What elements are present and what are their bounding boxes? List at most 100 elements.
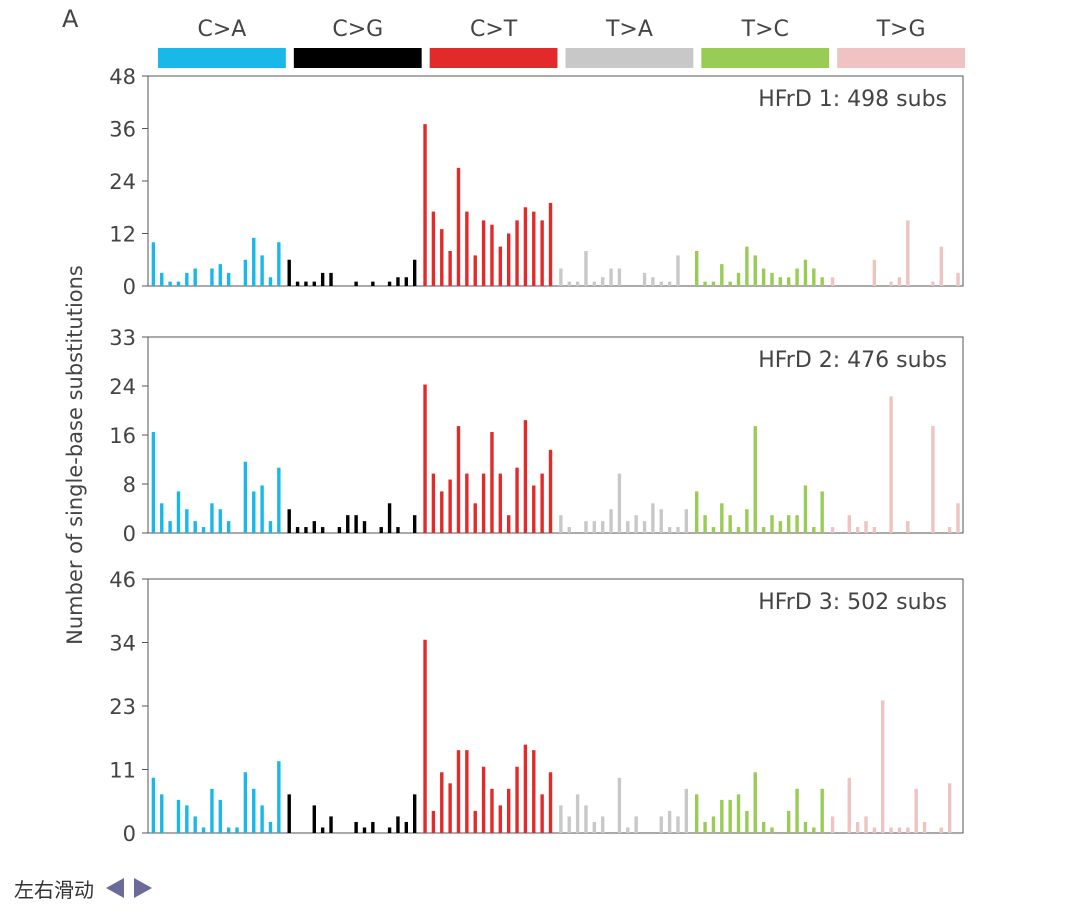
panel-2-bar-T>C-14 xyxy=(803,485,808,533)
panel-3-bar-T>A-2 xyxy=(567,816,571,833)
panel-2-bar-T>A-11 xyxy=(642,521,647,533)
panel-1-bar-T>A-2 xyxy=(567,281,571,287)
panel-2-bar-C>A-1 xyxy=(151,432,156,533)
panel-2-bar-T>G-4 xyxy=(855,527,860,533)
panel-1-bar-C>A-12 xyxy=(243,259,248,286)
panel-3-bar-C>T-9 xyxy=(490,788,494,833)
panel-2-bar-T>C-8 xyxy=(753,426,757,533)
panel-2-bar-T>C-7 xyxy=(745,509,749,533)
panel-3-bar-C>G-16 xyxy=(412,794,417,833)
panel-3-bar-C>A-13 xyxy=(252,788,256,833)
panel-3-bar-T>C-7 xyxy=(745,810,749,833)
panel-2-bar-C>A-10 xyxy=(226,521,231,533)
panel-2-bar-T>A-2 xyxy=(567,527,571,533)
category-band-4 xyxy=(565,48,694,68)
panel-1-ytick-label-3: 36 xyxy=(109,118,136,142)
panel-1-bar-C>A-16 xyxy=(277,242,281,286)
panel-1-bar-T>G-16 xyxy=(956,272,960,287)
panel-2-bar-C>T-12 xyxy=(515,467,519,533)
panel-3-bar-C>G-15 xyxy=(404,821,409,833)
panel-3-bar-C>T-8 xyxy=(481,766,486,833)
category-band-1 xyxy=(158,48,286,68)
panel-2-bar-T>G-15 xyxy=(947,527,952,533)
panel-3-bar-C>G-5 xyxy=(320,827,325,833)
panel-1-bar-T>C-13 xyxy=(795,268,799,286)
panel-3-ytick-label-1: 11 xyxy=(109,759,136,783)
panel-1-bar-C>G-4 xyxy=(312,281,316,287)
panel-1-bar-C>G-6 xyxy=(329,272,333,287)
panel-2-bar-T>C-4 xyxy=(720,503,724,533)
panel-1-bar-T>G-10 xyxy=(906,220,910,287)
panel-3-bar-C>T-5 xyxy=(456,750,461,833)
panel-3-bar-C>A-1 xyxy=(151,777,156,833)
panel-1-bar-C>T-15 xyxy=(540,220,544,287)
panel-1-bar-T>C-7 xyxy=(745,246,749,287)
panel-2-bar-C>T-15 xyxy=(540,473,544,533)
panel-1-bar-T>G-8 xyxy=(889,281,893,287)
panel-3-bar-T>C-8 xyxy=(753,772,757,833)
category-band-2 xyxy=(293,48,422,68)
panel-1-bar-C>A-3 xyxy=(168,281,172,287)
panel-2-ytick-label-3: 24 xyxy=(109,375,136,399)
y-axis-label: Number of single-base substitutions xyxy=(63,265,87,645)
panel-1-bar-C>G-13 xyxy=(387,281,392,287)
panel-1-bar-C>T-1 xyxy=(423,124,427,287)
panel-1-bar-C>T-3 xyxy=(440,229,444,286)
panel-2-bar-T>G-6 xyxy=(872,527,877,533)
panel-2-bar-T>A-4 xyxy=(584,521,588,533)
panel-2-bar-C>G-14 xyxy=(396,527,400,533)
swipe-right-icon[interactable] xyxy=(134,878,152,898)
panel-3-bar-C>G-11 xyxy=(371,821,375,833)
panel-3-bar-T>C-13 xyxy=(795,788,799,833)
panel-3-bar-C>A-7 xyxy=(201,827,206,833)
panel-2-ytick-label-1: 8 xyxy=(123,473,136,497)
panel-2-bar-T>C-16 xyxy=(820,491,824,533)
panel-3-bar-T>A-6 xyxy=(601,816,605,833)
panel-2-bar-C>T-7 xyxy=(473,503,477,533)
panel-1-bar-T>C-15 xyxy=(812,268,816,286)
panel-2-bar-T>C-3 xyxy=(711,527,716,533)
panel-1-bar-T>G-9 xyxy=(897,277,902,286)
panel-2-bar-C>G-3 xyxy=(304,527,308,533)
panel-1-bar-T>C-2 xyxy=(703,281,707,287)
panel-2-bar-T>C-10 xyxy=(770,515,774,533)
panel-2-bar-T>A-9 xyxy=(626,521,630,533)
panel-2-bar-C>T-13 xyxy=(523,420,528,533)
swipe-left-icon[interactable] xyxy=(106,878,124,898)
panel-1-bar-C>A-14 xyxy=(260,255,264,287)
panel-2-bar-C>T-3 xyxy=(440,491,444,533)
panel-3-bar-T>C-12 xyxy=(787,810,791,833)
panel-1-bar-C>A-2 xyxy=(160,272,164,287)
panel-2-bar-T>A-15 xyxy=(676,527,680,533)
panel-3-bar-T>A-1 xyxy=(559,805,563,833)
panel-1-bar-T>A-14 xyxy=(667,281,672,287)
panel-3-bar-C>T-4 xyxy=(448,783,452,833)
panel-1-bar-C>G-11 xyxy=(371,281,375,287)
panel-3-bar-C>A-16 xyxy=(277,761,281,833)
panel-2-bar-C>G-13 xyxy=(387,503,392,533)
panel-3-bar-C>G-9 xyxy=(354,821,358,833)
panel-2-bar-C>A-16 xyxy=(277,467,281,533)
panel-2-bar-C>G-16 xyxy=(412,515,417,533)
panel-2-bar-T>G-1 xyxy=(830,527,835,533)
panel-2-bar-T>C-12 xyxy=(787,515,791,533)
panel-3-bar-C>T-16 xyxy=(548,772,553,833)
panel-2-bar-T>A-12 xyxy=(651,503,655,533)
panel-3-ytick-label-2: 23 xyxy=(109,695,136,719)
panel-2-bar-C>T-5 xyxy=(456,426,461,533)
panel-3-bar-T>C-5 xyxy=(728,799,732,833)
panel-1-bar-T>A-11 xyxy=(642,272,647,287)
panel-2-bar-T>C-9 xyxy=(761,527,766,533)
panel-2-bar-C>T-6 xyxy=(465,473,469,533)
panel-3-bar-C>T-13 xyxy=(523,744,528,833)
panel-2-bar-T>G-13 xyxy=(931,426,935,533)
panel-2-bar-C>T-11 xyxy=(506,515,511,533)
panel-1-bar-C>T-4 xyxy=(448,251,452,286)
panel-1-bar-T>A-12 xyxy=(651,277,655,286)
panel-3-bar-T>C-10 xyxy=(770,827,774,833)
panel-2-bar-T>A-8 xyxy=(617,473,622,533)
panel-1-bar-C>A-8 xyxy=(210,268,214,286)
panel-1-bar-T>A-3 xyxy=(575,281,580,287)
panel-2-bar-C>A-13 xyxy=(252,491,256,533)
panel-3-bar-T>A-8 xyxy=(617,777,622,833)
